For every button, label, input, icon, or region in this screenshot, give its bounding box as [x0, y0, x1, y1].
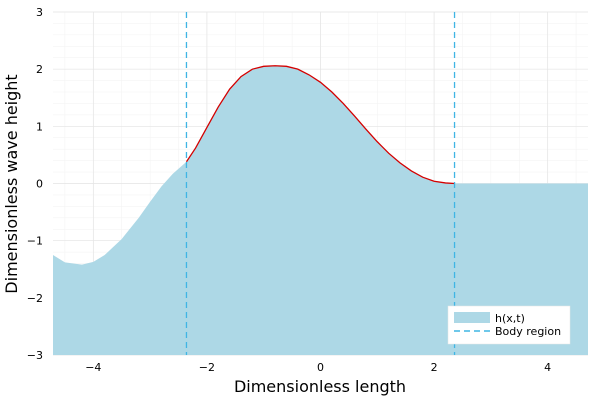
x-tick-label-0: −4 — [85, 361, 101, 374]
x-tick-label-2: 0 — [317, 361, 324, 374]
y-tick-label-2: −1 — [27, 235, 43, 248]
y-tick-label-6: 3 — [36, 6, 43, 19]
y-tick-label-4: 1 — [36, 120, 43, 133]
y-tick-label-3: 0 — [36, 178, 43, 191]
legend-label-body-region: Body region — [495, 325, 561, 338]
wave-crest-line — [185, 65, 455, 185]
y-tick-label-1: −2 — [27, 292, 43, 305]
legend-swatch-h — [454, 312, 490, 323]
x-tick-label-4: 4 — [544, 361, 551, 374]
legend-label-h: h(x,t) — [495, 312, 525, 325]
y-tick-label-5: 2 — [36, 63, 43, 76]
wave-line-layer — [185, 65, 455, 185]
y-tick-label-0: −3 — [27, 349, 43, 362]
x-axis-title: Dimensionless length — [234, 377, 406, 396]
x-tick-label-3: 2 — [431, 361, 438, 374]
y-axis-title: Dimensionless wave height — [2, 74, 21, 293]
legend: h(x,t) Body region — [447, 305, 571, 345]
body-region-lines — [185, 12, 456, 355]
y-tick-labels: −3 −2 −1 0 1 2 3 — [27, 6, 43, 362]
x-tick-labels: −4 −2 0 2 4 — [85, 361, 551, 374]
x-tick-label-1: −2 — [199, 361, 215, 374]
